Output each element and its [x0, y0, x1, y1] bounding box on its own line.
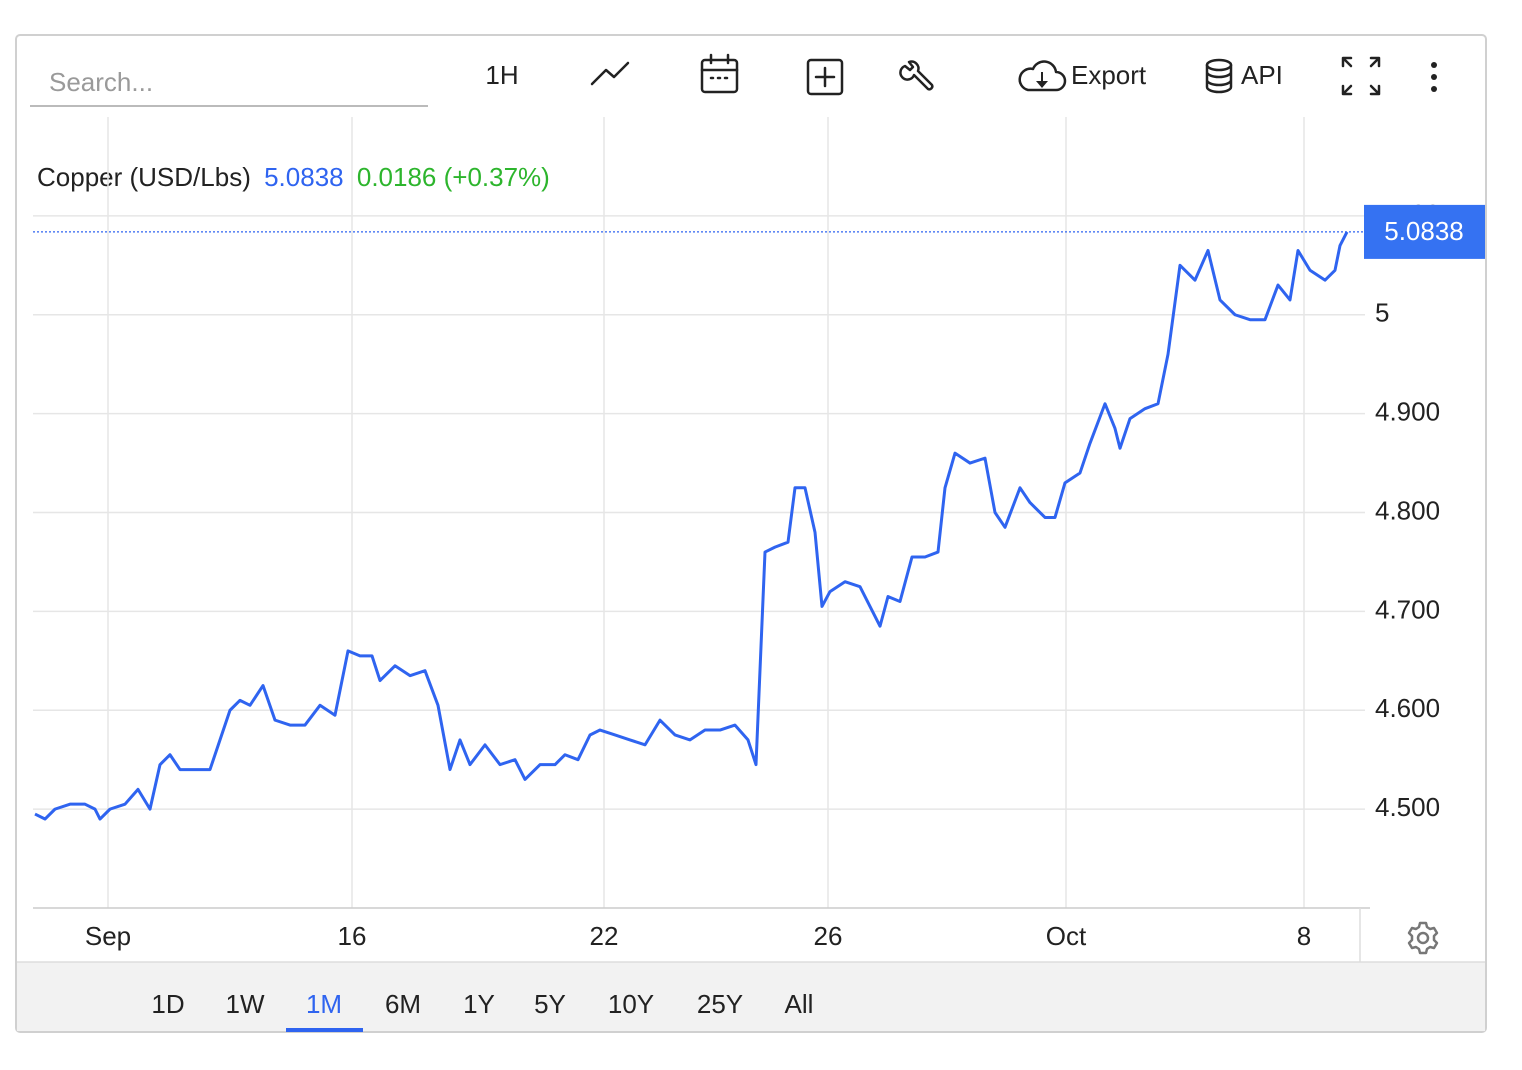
y-tick-label: 4.500	[1375, 792, 1440, 822]
x-tick-label: 8	[1297, 921, 1311, 951]
price-line	[34, 231, 1349, 821]
y-tick-label: 5	[1375, 298, 1389, 328]
chart-type-button[interactable]	[590, 61, 630, 86]
last-price: 5.0838	[264, 162, 344, 192]
range-button[interactable]: 1Y	[463, 989, 495, 1019]
x-tick-label: Oct	[1046, 921, 1087, 951]
fullscreen-button[interactable]	[1341, 56, 1381, 96]
x-tick-label: Sep	[85, 921, 131, 951]
range-bar	[17, 962, 1485, 1031]
plot-area: Sep 16 22 26 Oct 8 4.500 4.600 4.700 4.800 4.900 5 5…	[33, 117, 1485, 962]
search-input[interactable]: Search...	[49, 67, 153, 97]
price-change: 0.0186 (+0.37%)	[357, 162, 550, 192]
settings-button[interactable]	[1407, 921, 1439, 955]
y-tick-label: 4.600	[1375, 693, 1440, 723]
range-button[interactable]: 10Y	[608, 989, 654, 1019]
last-price-label: 5.0838	[1384, 216, 1464, 246]
x-tick-label: 16	[338, 921, 367, 951]
more-button[interactable]	[1431, 62, 1437, 92]
range-button[interactable]: 1D	[151, 989, 184, 1019]
y-tick-label: 4.700	[1375, 594, 1440, 624]
chart-header: Copper (USD/Lbs) 5.0838 0.0186 (+0.37%)	[37, 162, 550, 192]
api-label[interactable]: API	[1241, 60, 1283, 90]
range-button-active[interactable]: 1M	[306, 989, 342, 1019]
y-tick-label: 4.800	[1375, 495, 1440, 525]
range-button[interactable]: All	[785, 989, 814, 1019]
export-button[interactable]: Export	[1018, 60, 1147, 92]
export-label[interactable]: Export	[1071, 60, 1147, 90]
widget-frame	[15, 34, 1487, 1033]
range-button[interactable]: 25Y	[697, 989, 743, 1019]
range-button[interactable]: 5Y	[534, 989, 566, 1019]
tools-button[interactable]	[899, 60, 934, 91]
x-tick-label: 22	[590, 921, 619, 951]
range-button[interactable]: 6M	[385, 989, 421, 1019]
api-button[interactable]: API	[1205, 58, 1283, 94]
x-tick-label: 26	[814, 921, 843, 951]
calendar-button[interactable]	[700, 53, 739, 94]
chart-title: Copper (USD/Lbs)	[37, 162, 251, 192]
compare-button[interactable]	[806, 58, 844, 96]
last-price-badge	[1364, 204, 1485, 259]
interval-button[interactable]: 1H	[485, 60, 518, 90]
range-button[interactable]: 1W	[226, 989, 265, 1019]
y-tick-label: 4.900	[1375, 397, 1440, 427]
